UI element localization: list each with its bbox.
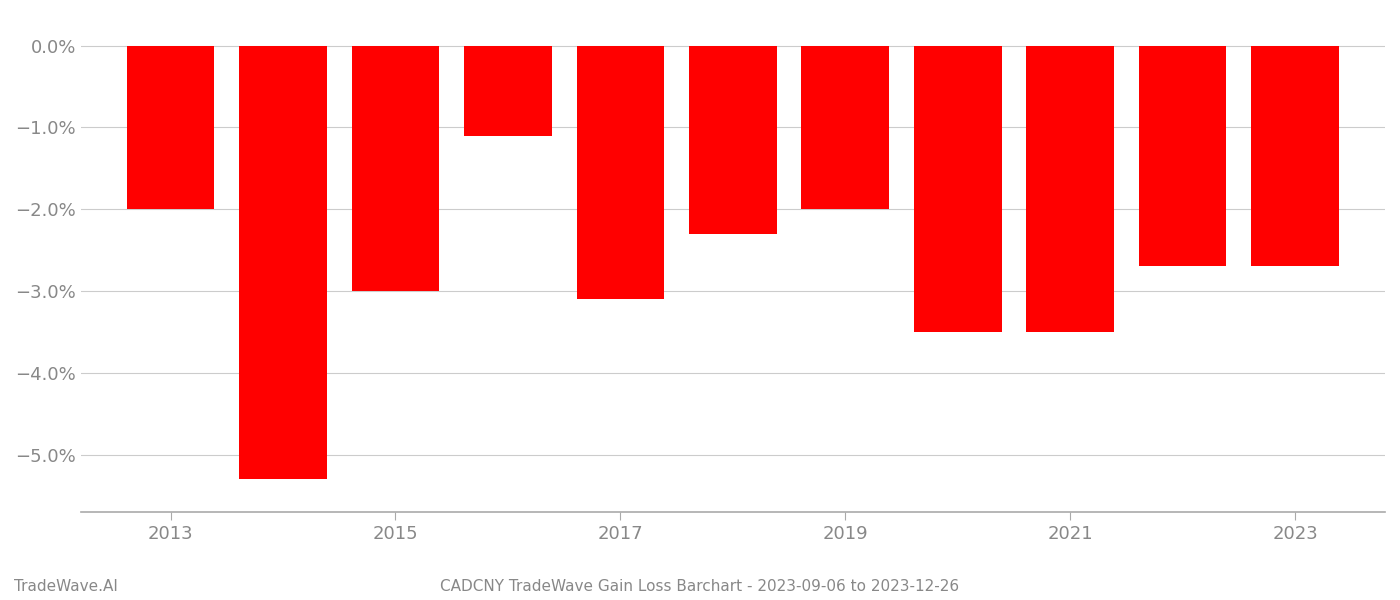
Bar <box>577 46 664 299</box>
Text: CADCNY TradeWave Gain Loss Barchart - 2023-09-06 to 2023-12-26: CADCNY TradeWave Gain Loss Barchart - 20… <box>441 579 959 594</box>
Bar <box>914 46 1001 332</box>
Bar <box>239 46 326 479</box>
Bar <box>463 46 552 136</box>
Bar <box>1026 46 1114 332</box>
Bar <box>351 46 440 291</box>
Text: TradeWave.AI: TradeWave.AI <box>14 579 118 594</box>
Bar <box>127 46 214 209</box>
Bar <box>1252 46 1338 266</box>
Bar <box>689 46 777 233</box>
Bar <box>1138 46 1226 266</box>
Bar <box>801 46 889 209</box>
